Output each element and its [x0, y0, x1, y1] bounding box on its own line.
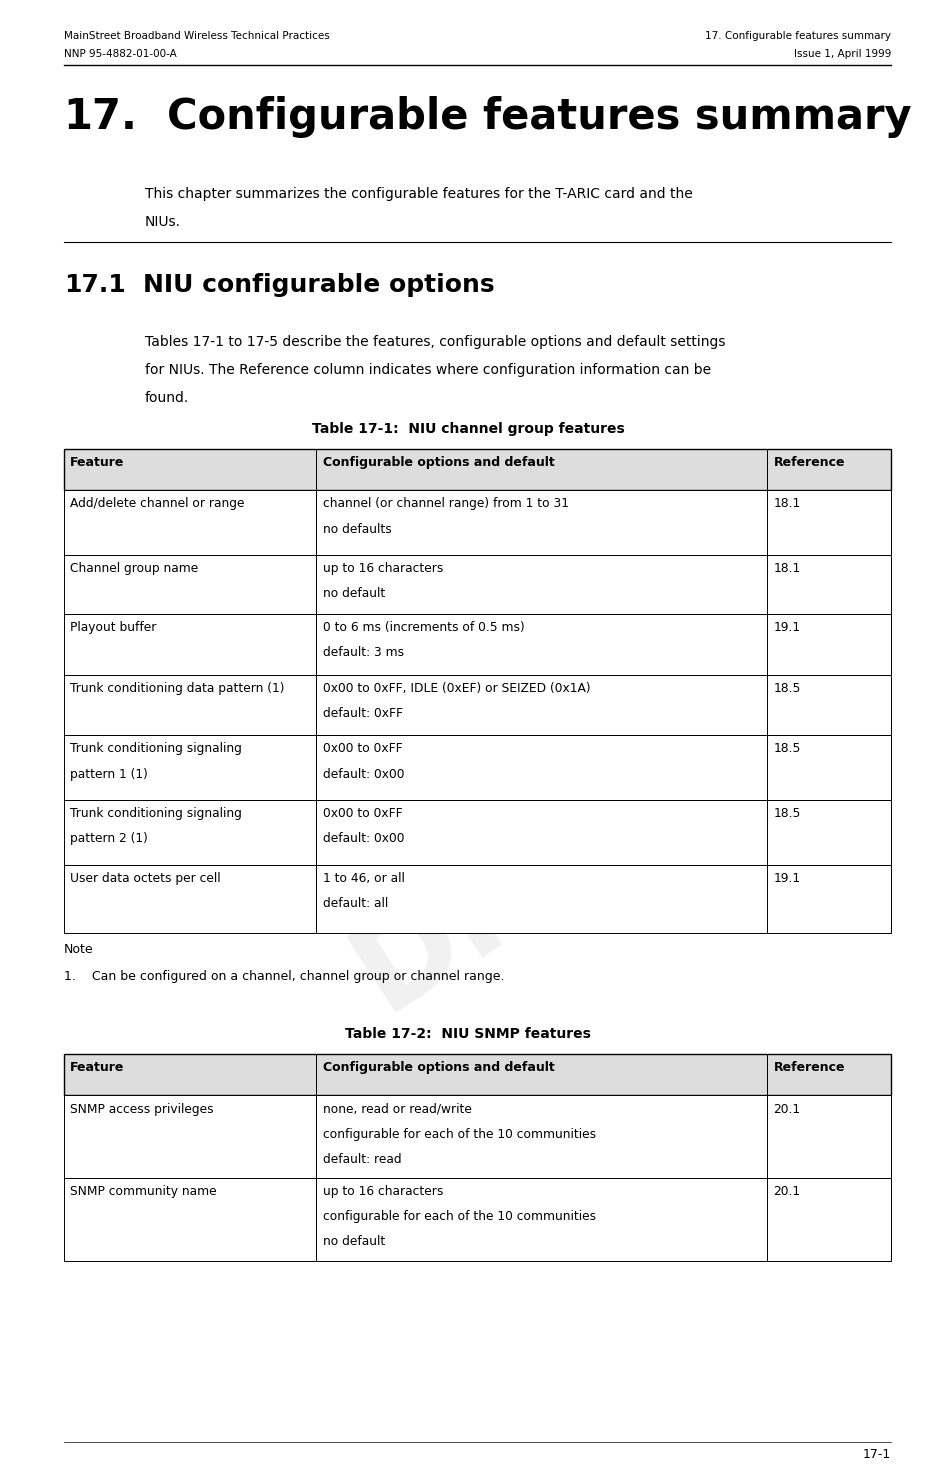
Text: 17. Configurable features summary: 17. Configurable features summary [705, 31, 891, 41]
Text: 20.1: 20.1 [773, 1103, 800, 1116]
Text: pattern 2 (1): pattern 2 (1) [70, 832, 148, 846]
Text: Reference: Reference [773, 1061, 845, 1075]
Text: up to 16 characters: up to 16 characters [323, 1185, 443, 1199]
Bar [64, 614, 891, 675]
Text: channel (or channel range) from 1 to 31: channel (or channel range) from 1 to 31 [323, 497, 568, 511]
Text: DRAFT: DRAFT [332, 677, 791, 1035]
Text: Configurable features summary: Configurable features summary [167, 96, 912, 137]
Bar [64, 1095, 891, 1178]
Text: 0x00 to 0xFF: 0x00 to 0xFF [323, 807, 402, 821]
Text: default: 3 ms: default: 3 ms [323, 646, 403, 660]
Text: 20.1: 20.1 [773, 1185, 800, 1199]
Text: NIU configurable options: NIU configurable options [143, 273, 495, 297]
Text: 0x00 to 0xFF: 0x00 to 0xFF [323, 742, 402, 756]
Text: 17.1: 17.1 [64, 273, 125, 297]
Text: 1.    Can be configured on a channel, channel group or channel range.: 1. Can be configured on a channel, chann… [64, 970, 505, 983]
Text: 18.1: 18.1 [773, 562, 801, 576]
Text: 0x00 to 0xFF, IDLE (0xEF) or SEIZED (0x1A): 0x00 to 0xFF, IDLE (0xEF) or SEIZED (0x1… [323, 682, 591, 695]
Bar [64, 490, 891, 555]
Text: up to 16 characters: up to 16 characters [323, 562, 443, 576]
Text: Tables 17-1 to 17-5 describe the features, configurable options and default sett: Tables 17-1 to 17-5 describe the feature… [145, 335, 725, 348]
Text: 19.1: 19.1 [773, 872, 800, 886]
Text: 18.5: 18.5 [773, 807, 801, 821]
Text: no defaults: no defaults [323, 523, 391, 536]
Text: 17-1: 17-1 [863, 1448, 891, 1461]
Text: Playout buffer: Playout buffer [70, 621, 156, 635]
Bar [64, 800, 891, 865]
Text: Note: Note [64, 943, 94, 956]
Text: default: all: default: all [323, 897, 388, 911]
Text: 18.5: 18.5 [773, 682, 801, 695]
Text: Trunk conditioning data pattern (1): Trunk conditioning data pattern (1) [70, 682, 285, 695]
Text: no default: no default [323, 1235, 385, 1249]
Text: SNMP community name: SNMP community name [70, 1185, 217, 1199]
Text: Feature: Feature [70, 1061, 124, 1075]
Bar [64, 865, 891, 933]
Text: default: 0x00: default: 0x00 [323, 832, 404, 846]
Text: Trunk conditioning signaling: Trunk conditioning signaling [70, 742, 242, 756]
Text: default: 0x00: default: 0x00 [323, 768, 404, 781]
Text: Add/delete channel or range: Add/delete channel or range [70, 497, 244, 511]
Text: default: read: default: read [323, 1153, 402, 1166]
Text: 18.5: 18.5 [773, 742, 801, 756]
Text: configurable for each of the 10 communities: configurable for each of the 10 communit… [323, 1128, 595, 1141]
Text: Channel group name: Channel group name [70, 562, 198, 576]
Text: NIUs.: NIUs. [145, 215, 181, 229]
Text: Table 17-1:  NIU channel group features: Table 17-1: NIU channel group features [312, 422, 624, 435]
Text: Reference: Reference [773, 456, 845, 469]
Text: configurable for each of the 10 communities: configurable for each of the 10 communit… [323, 1210, 595, 1224]
Bar [64, 675, 891, 735]
Text: Feature: Feature [70, 456, 124, 469]
Bar [64, 735, 891, 800]
Text: default: 0xFF: default: 0xFF [323, 707, 402, 720]
Text: NNP 95-4882-01-00-A: NNP 95-4882-01-00-A [64, 49, 176, 59]
Text: Configurable options and default: Configurable options and default [323, 1061, 554, 1075]
Text: This chapter summarizes the configurable features for the T-ARIC card and the: This chapter summarizes the configurable… [145, 187, 693, 201]
Text: found.: found. [145, 391, 189, 404]
Text: no default: no default [323, 587, 385, 601]
Text: none, read or read/write: none, read or read/write [323, 1103, 472, 1116]
Bar [64, 1178, 891, 1261]
Text: Table 17-2:  NIU SNMP features: Table 17-2: NIU SNMP features [345, 1027, 591, 1041]
Bar [64, 1054, 891, 1095]
Text: 18.1: 18.1 [773, 497, 801, 511]
Bar [64, 449, 891, 490]
Text: 1 to 46, or all: 1 to 46, or all [323, 872, 404, 886]
Text: MainStreet Broadband Wireless Technical Practices: MainStreet Broadband Wireless Technical … [64, 31, 329, 41]
Text: Configurable options and default: Configurable options and default [323, 456, 554, 469]
Text: pattern 1 (1): pattern 1 (1) [70, 768, 148, 781]
Text: Issue 1, April 1999: Issue 1, April 1999 [794, 49, 891, 59]
Text: Trunk conditioning signaling: Trunk conditioning signaling [70, 807, 242, 821]
Text: 19.1: 19.1 [773, 621, 800, 635]
Text: 17.: 17. [64, 96, 138, 137]
Text: 0 to 6 ms (increments of 0.5 ms): 0 to 6 ms (increments of 0.5 ms) [323, 621, 524, 635]
Text: SNMP access privileges: SNMP access privileges [70, 1103, 213, 1116]
Text: User data octets per cell: User data octets per cell [70, 872, 221, 886]
Bar [64, 555, 891, 614]
Text: for NIUs. The Reference column indicates where configuration information can be: for NIUs. The Reference column indicates… [145, 363, 711, 376]
